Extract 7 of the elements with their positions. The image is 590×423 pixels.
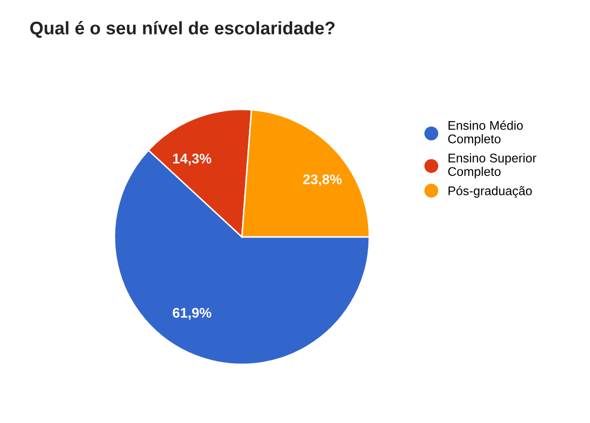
legend-label: Ensino Médio Completo	[448, 120, 523, 146]
data-label: 14,3%	[173, 154, 212, 166]
legend-label: Ensino Superior Completo	[448, 153, 536, 178]
data-label: 23,8%	[303, 174, 342, 186]
chart-title: Qual é o seu nível de escolaridade?	[30, 21, 335, 38]
legend-label: Pós-graduação	[448, 186, 532, 198]
data-label: 61,9%	[172, 308, 212, 320]
